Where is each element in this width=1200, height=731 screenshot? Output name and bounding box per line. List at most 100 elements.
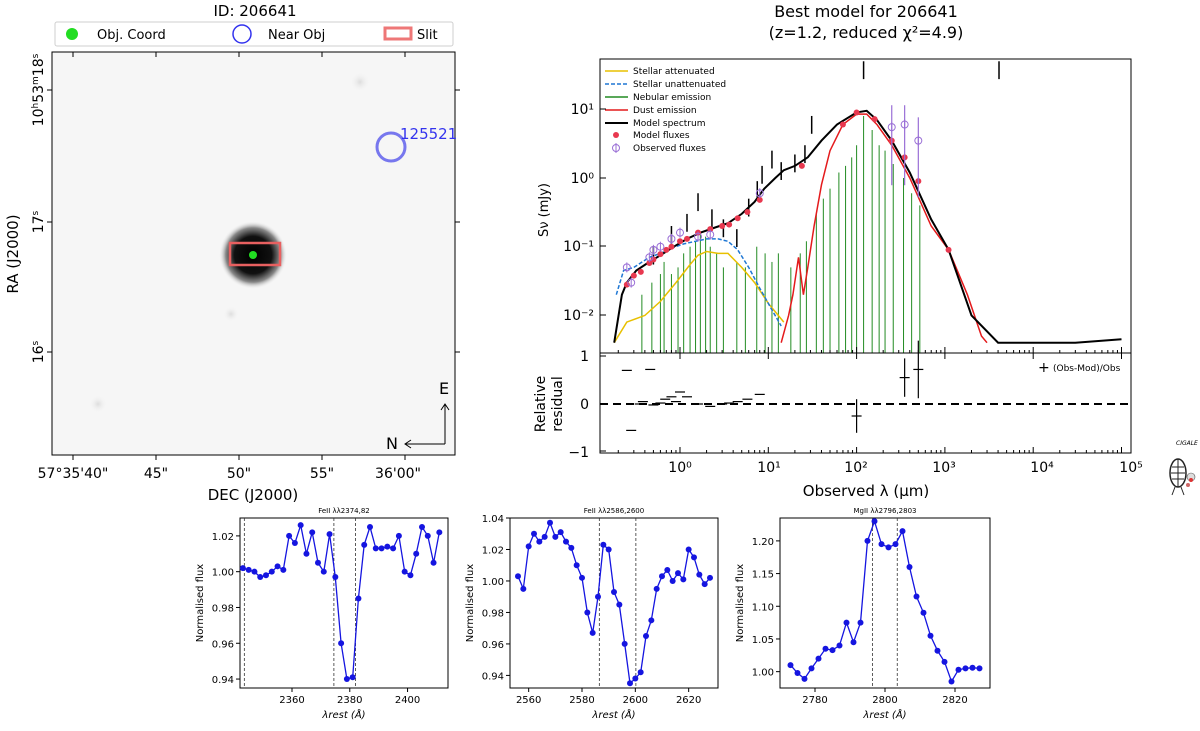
profile-point bbox=[669, 577, 676, 584]
model-flux-point bbox=[839, 121, 846, 128]
profile-point bbox=[251, 568, 258, 575]
profile-point bbox=[525, 543, 532, 550]
model-flux-point bbox=[726, 221, 733, 228]
profile-point bbox=[871, 518, 878, 525]
profile-point bbox=[864, 537, 871, 544]
sed-ytick: 10¹ bbox=[571, 102, 594, 118]
profile-point bbox=[707, 574, 713, 581]
profile-point bbox=[892, 541, 899, 548]
cigale-logo-icon bbox=[1169, 458, 1196, 496]
sed-ytick: 10⁻² bbox=[563, 308, 594, 324]
profile-point bbox=[401, 568, 408, 575]
profile-ylabel: Normalised flux bbox=[735, 564, 746, 642]
profile-point bbox=[934, 647, 941, 654]
profile-ytick-label: 1.02 bbox=[212, 532, 234, 543]
profile-point bbox=[627, 680, 633, 687]
model-flux-point bbox=[623, 281, 630, 288]
profile-point bbox=[637, 669, 644, 676]
profile-point bbox=[436, 529, 443, 536]
profile-point bbox=[536, 538, 543, 545]
residual-ytick: 0 bbox=[580, 397, 589, 413]
profile-point bbox=[520, 585, 527, 592]
profile-title: FeII λλ2586,2600 bbox=[584, 507, 644, 515]
profile-point bbox=[885, 544, 892, 551]
profile-point bbox=[547, 519, 553, 526]
profile-xlabel: λrest (Å) bbox=[321, 708, 365, 721]
profile-ytick-label: 1.15 bbox=[752, 570, 774, 581]
profile-point bbox=[815, 655, 822, 662]
model-flux-point bbox=[677, 238, 683, 245]
profile-point bbox=[955, 666, 962, 673]
profile-point bbox=[573, 562, 580, 569]
model-flux-point bbox=[945, 246, 952, 253]
cutout-legend-box bbox=[54, 21, 454, 47]
legend-near-obj: Near Obj bbox=[268, 28, 325, 43]
residual-legend-marker: + bbox=[1038, 360, 1050, 376]
profile-point bbox=[263, 572, 269, 579]
profile-point bbox=[367, 523, 373, 530]
profile-xtick-label: 2780 bbox=[802, 695, 827, 706]
sed-curves bbox=[613, 61, 1122, 353]
profile-point bbox=[648, 617, 655, 624]
cigale-logo-text: CIGALE bbox=[1176, 440, 1198, 447]
profile-ytick-label: 1.00 bbox=[482, 577, 504, 588]
legend-nebular: Nebular emission bbox=[633, 93, 711, 103]
profile-chart-mgii-2796: MgII λλ2796,2803 2780 2800 2820 1.00 1.05 1.10… bbox=[735, 507, 991, 721]
profile-point bbox=[343, 676, 350, 683]
profile-point bbox=[274, 563, 281, 570]
model-flux-point bbox=[637, 268, 644, 275]
legend-obs-flux: Observed fluxes bbox=[633, 144, 706, 154]
profile-point bbox=[320, 568, 327, 575]
profile-point bbox=[659, 573, 665, 580]
profile-xtick-label: 2580 bbox=[569, 695, 594, 706]
profile-ytick-label: 0.94 bbox=[482, 671, 504, 682]
profile-point bbox=[913, 593, 920, 600]
profile-point bbox=[808, 665, 815, 672]
profile-point bbox=[315, 559, 321, 566]
slit-marker-icon bbox=[383, 26, 413, 41]
profile-point bbox=[515, 573, 521, 580]
faint-source bbox=[350, 72, 370, 92]
sed-panel: Best model for 206641 (z=1.2, reduced χ²… bbox=[533, 2, 1143, 500]
sed-title-line1: Best model for 206641 bbox=[774, 2, 958, 21]
profile-point bbox=[552, 533, 559, 540]
profile-title: FeII λλ2374,82 bbox=[318, 507, 370, 515]
profile-point bbox=[430, 559, 437, 566]
sed-ylabel: Sν (mJy) bbox=[537, 183, 552, 237]
profile-chart-feii-2586: FeII λλ2586,2600 2560 2580 2600 2620 0.94 0.96… bbox=[465, 507, 719, 721]
profile-xtick-label: 2380 bbox=[337, 695, 362, 706]
profile-point bbox=[787, 662, 794, 669]
profile-ytick-label: 1.04 bbox=[482, 514, 504, 525]
profile-ytick-label: 1.02 bbox=[482, 545, 504, 556]
profile-point bbox=[653, 585, 660, 592]
profile-point bbox=[595, 593, 601, 600]
sed-ytick: 10⁻¹ bbox=[563, 239, 594, 255]
model-flux-point bbox=[707, 226, 714, 233]
stellar-attenuated-curve bbox=[613, 250, 785, 344]
profile-point bbox=[355, 595, 362, 602]
profile-point bbox=[836, 642, 843, 649]
sed-ytick: 10⁰ bbox=[571, 171, 595, 187]
profile-point bbox=[701, 581, 708, 588]
profile-ytick-label: 1.05 bbox=[752, 635, 774, 646]
dec-tick-label: 57°35'40" bbox=[38, 466, 109, 482]
profile-point bbox=[843, 619, 850, 626]
profile-point bbox=[927, 632, 934, 639]
sed-legend: Stellar attenuated Stellar unattenuated … bbox=[605, 67, 726, 154]
profile-point bbox=[297, 522, 304, 529]
profile-point bbox=[349, 674, 356, 681]
profile-point bbox=[920, 609, 927, 616]
profile-point bbox=[384, 543, 391, 550]
profile-point bbox=[675, 570, 681, 577]
profile-point bbox=[372, 545, 379, 552]
dec-tick-label: 45" bbox=[144, 466, 168, 482]
profile-point bbox=[395, 532, 402, 539]
model-flux-point bbox=[630, 272, 637, 279]
model-flux-point bbox=[657, 251, 664, 258]
profile-point bbox=[557, 529, 564, 536]
model-flux-point bbox=[719, 223, 726, 230]
residual-ytick: −1 bbox=[568, 445, 589, 461]
dec-tick-label: 36'00" bbox=[375, 466, 421, 482]
model-flux-point bbox=[650, 256, 657, 263]
profile-point bbox=[605, 546, 612, 553]
